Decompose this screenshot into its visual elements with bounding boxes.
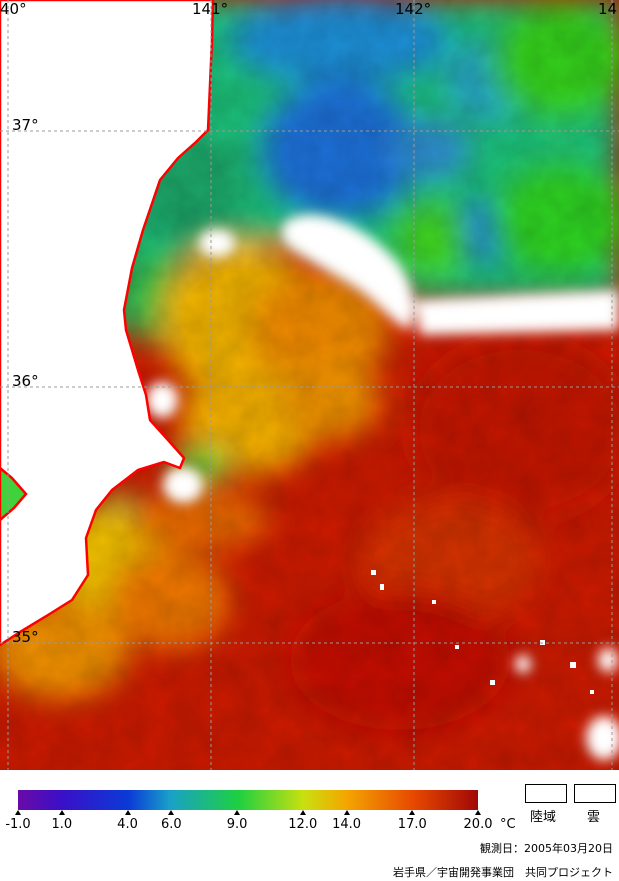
longitude-label-142: 142° bbox=[395, 0, 432, 18]
colorbar-tick-mark bbox=[124, 810, 131, 815]
colorbar-tick-label: 17.0 bbox=[397, 817, 427, 832]
latitude-label-35: 35° bbox=[12, 628, 39, 646]
colorbar-tick-mark bbox=[15, 810, 21, 815]
inland-lagoon bbox=[0, 466, 28, 522]
land-legend-swatch bbox=[525, 784, 567, 803]
colorbar-tick-label: 12.0 bbox=[288, 817, 318, 832]
colorbar-tick-mark bbox=[58, 810, 65, 815]
colorbar-tick-mark bbox=[343, 810, 350, 815]
longitude-label-141: 141° bbox=[192, 0, 229, 18]
colorbar-tick-label: 6.0 bbox=[160, 817, 182, 832]
longitude-label-140: 40° bbox=[0, 0, 27, 18]
lat-lon-grid bbox=[0, 0, 619, 770]
longitude-label-143: 14 bbox=[598, 0, 618, 18]
colorbar-tick-label: 20.0 bbox=[463, 817, 493, 832]
colorbar-tick-label: 1.0 bbox=[51, 817, 73, 832]
cloud-cover bbox=[146, 214, 619, 760]
credit-line: 岩手県／宇宙開発事業団 共同プロジェクト bbox=[393, 866, 613, 879]
colorbar-tick-label: 4.0 bbox=[117, 817, 138, 832]
land-legend-label: 陸域 bbox=[530, 810, 557, 825]
colorbar-tick-mark bbox=[475, 810, 481, 815]
colorbar-tick-label: 14.0 bbox=[332, 817, 362, 832]
cloud-legend-swatch bbox=[574, 784, 616, 803]
latitude-label-36: 36° bbox=[12, 372, 39, 390]
colorbar-tick-mark bbox=[409, 810, 416, 815]
colorbar-tick-mark bbox=[299, 810, 306, 815]
land-mass bbox=[0, 0, 215, 647]
latitude-label-37: 37° bbox=[12, 116, 39, 134]
sea-surface-temperature-map: 40° 141° 142° 14 37° 36° 35° bbox=[0, 0, 619, 770]
colorbar-tick-mark bbox=[168, 810, 175, 815]
map-canvas bbox=[0, 0, 619, 770]
colorbar-tick-label: -1.0 bbox=[5, 817, 31, 832]
temperature-unit: °C bbox=[500, 817, 516, 832]
cloud-legend-label: 雲 bbox=[587, 810, 601, 825]
colorbar-tick-label: 9.0 bbox=[226, 817, 248, 832]
observation-date: 観測日：2005年03月20日 bbox=[480, 842, 613, 855]
colorbar-tick-mark bbox=[234, 810, 241, 815]
temperature-colorbar bbox=[18, 790, 478, 810]
